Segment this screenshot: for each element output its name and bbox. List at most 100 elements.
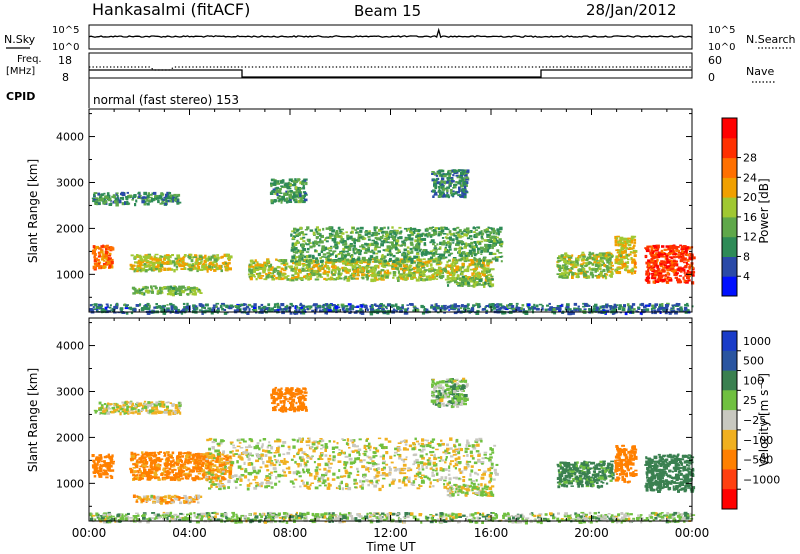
- data-cell: [374, 244, 379, 248]
- data-cell: [343, 258, 347, 261]
- data-cell: [160, 404, 163, 407]
- data-cell: [278, 306, 281, 309]
- data-cell: [577, 270, 581, 272]
- data-cell: [677, 252, 682, 254]
- data-cell: [368, 243, 372, 247]
- data-cell: [344, 269, 348, 273]
- data-cell: [278, 188, 282, 191]
- data-cell: [470, 246, 473, 249]
- data-cell: [337, 257, 342, 260]
- data-cell: [661, 305, 664, 308]
- data-cell: [95, 203, 98, 206]
- data-cell: [467, 253, 471, 257]
- data-cell: [197, 265, 201, 270]
- data-cell: [115, 203, 119, 207]
- data-cell: [340, 254, 344, 259]
- data-cell: [466, 266, 470, 269]
- data-cell: [214, 256, 217, 259]
- data-cell: [386, 261, 389, 264]
- data-cell: [609, 305, 612, 308]
- data-cell: [124, 307, 129, 310]
- data-cell: [447, 171, 450, 175]
- data-cell: [101, 309, 105, 313]
- data-cell: [575, 275, 579, 278]
- data-cell: [665, 261, 668, 265]
- data-cell: [458, 188, 461, 193]
- data-cell: [609, 257, 612, 260]
- data-cell: [479, 264, 484, 268]
- data-cell: [558, 269, 562, 271]
- data-cell: [395, 241, 398, 246]
- data-cell: [486, 240, 490, 242]
- data-cell: [100, 464, 105, 467]
- data-cell: [293, 231, 297, 234]
- data-cell: [176, 311, 180, 314]
- data-cell: [251, 274, 255, 277]
- data-cell: [160, 198, 164, 201]
- data-cell: [430, 304, 434, 307]
- data-cell: [278, 191, 282, 194]
- data-cell: [472, 268, 477, 271]
- data-cell: [488, 303, 493, 307]
- data-cell: [404, 243, 407, 247]
- data-cell: [440, 173, 443, 177]
- data-cell: [270, 182, 274, 186]
- data-cell: [261, 307, 264, 310]
- data-cell: [394, 303, 398, 307]
- data-cell: [297, 262, 302, 266]
- data-cell: [201, 305, 205, 309]
- data-cell: [193, 266, 197, 269]
- data-cell: [106, 192, 110, 196]
- data-cell: [423, 242, 427, 245]
- data-region: [91, 191, 182, 207]
- data-cell: [427, 259, 432, 263]
- data-cell: [571, 272, 575, 276]
- data-cell: [142, 196, 145, 199]
- data-cell: [295, 309, 298, 312]
- data-cell: [442, 187, 446, 191]
- data-cell: [482, 271, 485, 275]
- data-cell: [392, 271, 396, 275]
- data-cell: [178, 289, 183, 293]
- data-cell: [486, 259, 490, 262]
- data-cell: [170, 194, 175, 197]
- data-cell: [454, 281, 458, 284]
- data-cell: [466, 259, 471, 262]
- data-cell: [181, 290, 185, 294]
- data-cell: [291, 244, 294, 247]
- data-cell: [645, 270, 649, 273]
- data-cell: [625, 257, 628, 259]
- data-cell: [630, 238, 634, 242]
- data-cell: [273, 309, 278, 312]
- data-cell: [619, 237, 622, 240]
- data-cell: [166, 256, 169, 260]
- data-cell: [426, 263, 429, 268]
- data-cell: [357, 260, 361, 263]
- data-cell: [212, 263, 215, 267]
- data-cell: [89, 308, 94, 312]
- data-cell: [363, 237, 367, 240]
- data-cell: [382, 249, 386, 252]
- data-cell: [284, 273, 287, 276]
- data-cell: [182, 264, 186, 268]
- data-cell: [423, 244, 427, 247]
- data-cell: [315, 257, 319, 260]
- data-cell: [295, 193, 299, 197]
- data-cell: [603, 264, 607, 268]
- data-cell: [169, 290, 172, 293]
- data-cell: [463, 246, 467, 249]
- data-cell: [433, 173, 437, 176]
- data-cell: [152, 269, 156, 271]
- data-cell: [489, 283, 493, 286]
- data-cell: [294, 261, 297, 264]
- data-cell: [645, 261, 650, 265]
- data-cell: [315, 308, 318, 312]
- data-cell: [281, 179, 285, 182]
- data-cell: [103, 201, 106, 205]
- data-cell: [512, 307, 517, 310]
- data-cell: [116, 192, 119, 195]
- data-cell: [469, 268, 474, 271]
- data-cell: [610, 268, 614, 271]
- data-cell: [679, 244, 683, 247]
- data-cell: [379, 236, 384, 240]
